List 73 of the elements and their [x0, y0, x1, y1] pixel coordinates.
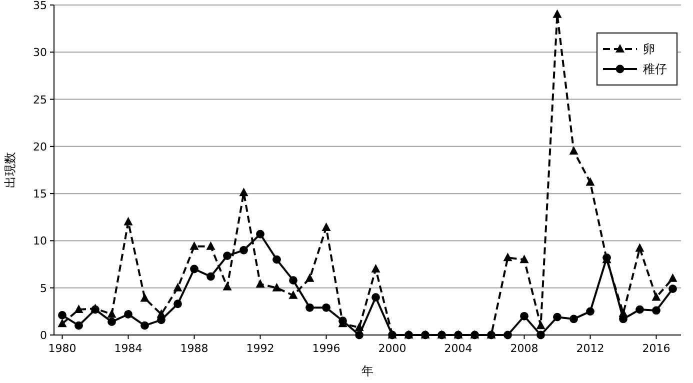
point — [58, 318, 67, 328]
point — [520, 254, 529, 264]
point — [536, 320, 546, 330]
point — [222, 282, 232, 290]
point — [173, 282, 182, 292]
point — [240, 246, 248, 254]
x-tick-label: 1988 — [180, 342, 208, 355]
y-axis-title: 出現数 — [3, 152, 17, 188]
point — [223, 252, 232, 260]
point — [140, 321, 149, 330]
point — [503, 252, 512, 262]
point — [636, 305, 644, 314]
y-tick-label: 0 — [40, 329, 47, 342]
point — [288, 290, 298, 299]
x-tick-label: 1992 — [246, 342, 274, 355]
point — [206, 272, 215, 281]
point — [652, 306, 660, 315]
point — [174, 300, 182, 308]
point — [107, 309, 116, 318]
point — [272, 282, 282, 292]
point — [74, 304, 84, 314]
point — [372, 293, 380, 302]
x-tick-label: 2016 — [642, 342, 670, 355]
point — [272, 255, 281, 264]
point — [124, 216, 133, 226]
point — [668, 284, 677, 293]
point — [570, 314, 578, 324]
point — [635, 243, 644, 252]
y-tick-label: 20 — [33, 140, 47, 154]
point — [552, 9, 562, 18]
y-tick-label: 25 — [33, 93, 47, 106]
point — [305, 273, 314, 282]
y-tick-label: 5 — [40, 282, 47, 295]
point — [108, 318, 116, 326]
point — [190, 264, 198, 274]
point — [306, 303, 314, 312]
x-tick-label: 2012 — [576, 342, 604, 355]
point — [289, 276, 298, 285]
x-tick-label: 1996 — [312, 342, 340, 355]
point — [371, 264, 380, 272]
point — [355, 330, 364, 340]
point — [652, 292, 661, 301]
point — [569, 146, 578, 155]
legend-label: 卵 — [643, 42, 655, 56]
point — [520, 312, 528, 320]
y-tick-label: 35 — [33, 0, 47, 12]
point — [536, 330, 545, 340]
y-tick-label: 10 — [33, 234, 47, 248]
point — [586, 177, 595, 186]
x-tick-label: 2008 — [510, 342, 538, 355]
point — [322, 222, 331, 232]
x-tick-label: 1984 — [114, 342, 142, 355]
x-tick-label: 1980 — [48, 342, 76, 355]
point — [140, 293, 150, 302]
point — [504, 330, 512, 340]
point — [256, 230, 264, 238]
point — [553, 312, 562, 322]
point — [668, 273, 678, 282]
x-tick-label: 2004 — [444, 342, 472, 355]
legend-label: 稚仔 — [643, 62, 667, 76]
x-axis-title: 年 — [362, 364, 374, 378]
point — [190, 241, 199, 250]
x-tick-label: 2000 — [378, 342, 406, 355]
point — [586, 307, 594, 316]
point — [322, 303, 330, 312]
point — [74, 321, 83, 330]
point — [256, 279, 265, 288]
point — [239, 188, 248, 196]
y-tick-label: 30 — [33, 46, 47, 60]
point — [58, 311, 66, 320]
y-tick-label: 15 — [33, 188, 47, 201]
point — [124, 310, 132, 318]
point — [206, 241, 216, 250]
